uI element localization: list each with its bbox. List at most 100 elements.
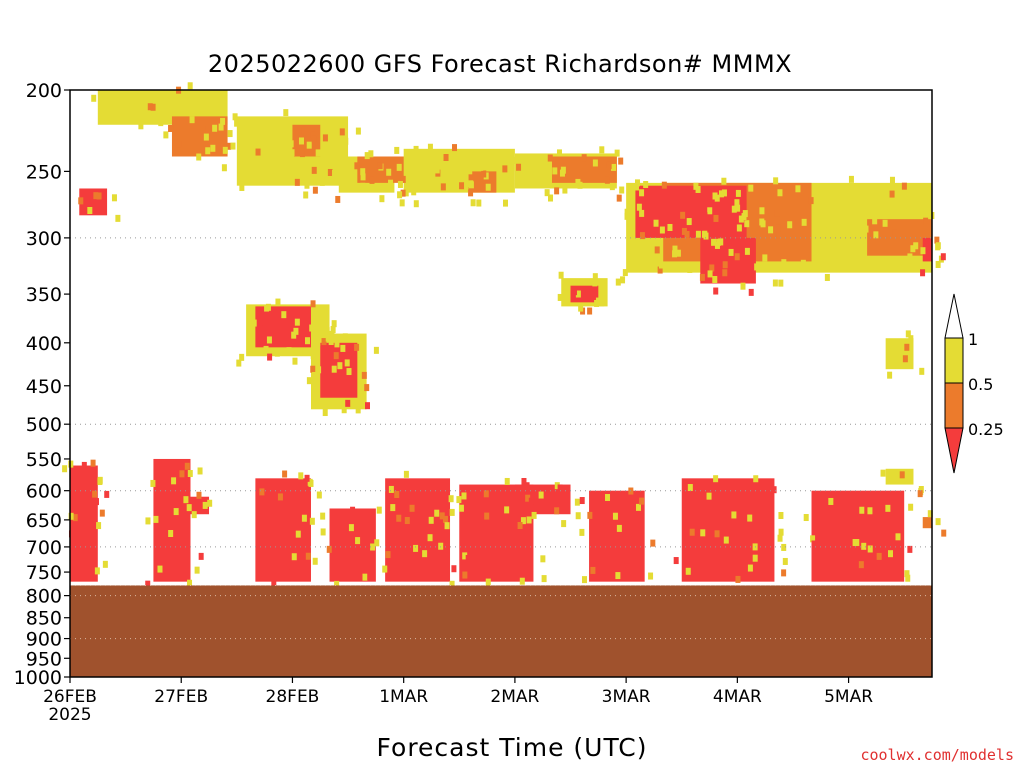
heatmap-cell [557,484,563,492]
heatmap-cell [714,241,720,249]
heatmap-cell [227,130,233,138]
heatmap-cell [293,327,299,335]
heatmap-cell [326,545,332,553]
heatmap-cell [292,357,298,365]
heatmap-cell [846,251,852,259]
heatmap-cell [813,219,819,227]
heatmap-cell [695,230,701,238]
y-tick-label: 750 [26,562,62,584]
heatmap-cell [311,371,317,379]
heatmap-cell [744,247,750,255]
heatmap-region [635,185,747,238]
heatmap-cell [639,232,645,240]
heatmap-cell [288,153,294,161]
heatmap-cell [350,506,356,514]
heatmap-cell [759,207,765,215]
heatmap-cell [468,181,474,189]
heatmap-cell [657,266,663,274]
heatmap-cell [592,159,598,167]
heatmap-cell [689,528,695,536]
heatmap-cell [908,335,914,343]
heatmap-cell [485,183,491,191]
heatmap-cell [239,353,245,361]
heatmap-cell [427,143,433,151]
heatmap-cell [62,465,68,473]
heatmap-cell [554,187,560,195]
heatmap-cell [762,254,768,262]
heatmap-cell [904,343,910,351]
heatmap-cell [154,472,160,480]
heatmap-cell [593,553,599,561]
heatmap-cell [748,184,754,192]
heatmap-cell [310,300,316,308]
heatmap-cell [700,529,706,537]
heatmap-cell [210,144,216,152]
heatmap-cell [355,127,361,135]
heatmap-cell [517,522,523,530]
y-tick-label: 500 [26,414,62,436]
heatmap-cell [207,499,213,507]
y-tick-label: 950 [26,648,62,670]
heatmap-cell [803,514,809,522]
heatmap-cell [212,124,218,132]
heatmap-cell [846,198,852,206]
heatmap-cell [187,579,193,587]
heatmap-cell [547,154,553,162]
heatmap-cell [316,366,322,374]
heatmap-cell [186,504,192,512]
heatmap-cell [360,182,366,190]
x-tick-sublabel: 2025 [48,705,91,725]
heatmap-cell [581,576,587,584]
x-axis-label: Forecast Time (UTC) [376,733,648,762]
heatmap-cell [590,524,596,532]
heatmap-cell [905,574,911,582]
heatmap-cell [203,133,209,141]
heatmap-cell [428,516,434,524]
heatmap-cell [377,162,383,170]
heatmap-cell [872,217,878,225]
heatmap-cell [709,264,715,272]
heatmap-cell [145,517,151,525]
heatmap-cell [283,109,289,117]
heatmap-cell [244,118,250,126]
heatmap-cell [462,571,468,579]
heatmap-cell [544,189,550,197]
heatmap-cell [611,163,617,171]
heatmap-cell [187,82,193,90]
heatmap-cell [276,504,282,512]
heatmap-cell [560,166,566,174]
heatmap-cell [781,543,787,551]
heatmap-cell [337,362,343,370]
heatmap-cell [319,178,325,186]
y-tick-label: 300 [26,228,62,250]
heatmap-cell [687,484,693,492]
heatmap-cell [334,580,340,588]
heatmap-cell [754,263,760,271]
heatmap-cell [728,248,734,256]
heatmap-cell [364,384,370,392]
heatmap-cell [781,569,787,577]
heatmap-cell [579,497,585,505]
heatmap-cell [740,282,746,290]
heatmap-cell [68,512,74,520]
heatmap-cell [168,124,174,132]
heatmap-cell [913,242,919,250]
heatmap-cell [902,355,908,363]
heatmap-cell [643,181,649,189]
heatmap-cell [725,232,731,240]
heatmap-cell [592,279,598,287]
heatmap-cell [289,569,295,577]
heatmap-cell [335,195,341,203]
heatmap-cell [659,226,665,234]
heatmap-cell [232,113,238,121]
heatmap-cell [344,359,350,367]
heatmap-cell [528,497,534,505]
heatmap-cell [90,459,96,467]
heatmap-cell [738,215,744,223]
heatmap-cell [301,514,307,522]
heatmap-cell [672,250,678,258]
heatmap-cell [574,498,580,506]
heatmap-cell [624,208,630,216]
heatmap-cell [467,167,473,175]
heatmap-cell [468,189,474,197]
